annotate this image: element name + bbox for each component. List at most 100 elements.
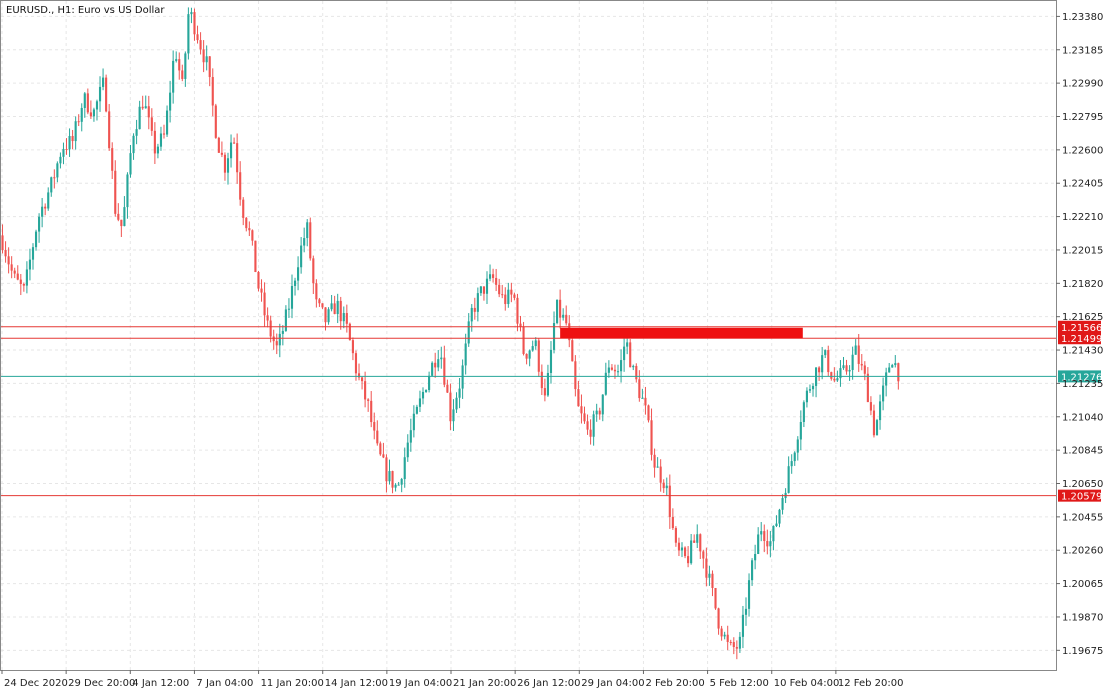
candle-body <box>897 363 900 382</box>
candle-body <box>114 170 117 214</box>
candle-body <box>601 394 604 415</box>
candle-body <box>488 274 492 279</box>
candle-body <box>440 357 443 360</box>
candle-body <box>38 216 41 232</box>
candle-body <box>406 442 409 458</box>
candle-body <box>705 558 708 578</box>
candle-body <box>248 228 251 231</box>
candle-body <box>729 641 732 643</box>
candle-body <box>129 153 132 175</box>
candle-body <box>793 452 796 462</box>
current-price-tag <box>1058 370 1101 383</box>
candle-body <box>150 117 153 131</box>
candle-body <box>857 345 860 364</box>
candle-body <box>245 217 248 229</box>
candle-body <box>126 174 129 208</box>
candle-body <box>769 541 772 547</box>
candle-body <box>321 303 324 308</box>
candle-body <box>351 340 354 354</box>
candle-body <box>336 300 339 315</box>
candle-body <box>403 457 406 480</box>
candle-body <box>117 213 120 220</box>
zone-rectangle[interactable] <box>560 327 803 339</box>
candle-body <box>385 457 388 482</box>
candle-body <box>556 299 559 324</box>
candle-body <box>437 359 440 368</box>
candle-body <box>498 284 501 295</box>
candle-body <box>732 642 735 648</box>
candle-body <box>187 14 190 54</box>
candle-layer <box>1 7 900 660</box>
candle-body <box>391 471 394 488</box>
x-tick-label: 12 Feb 20:00 <box>838 678 904 689</box>
candle-body <box>354 353 358 374</box>
candle-body <box>760 531 763 535</box>
candle-body <box>571 340 574 362</box>
level-price-tag <box>1058 320 1101 333</box>
x-tick-label: 24 Dec 2020 <box>4 678 68 689</box>
candle-body <box>891 365 894 368</box>
candle-body <box>342 313 345 322</box>
candle-body <box>147 106 150 118</box>
chart-title: EURUSD., H1: Euro vs US Dollar <box>6 5 165 16</box>
candle-body <box>324 307 327 323</box>
candle-body <box>22 283 25 286</box>
candle-body <box>638 379 641 399</box>
y-tick-label: 1.20260 <box>1062 546 1103 557</box>
candle-body <box>882 385 885 402</box>
candle-body <box>586 421 589 430</box>
y-tick-label: 1.22795 <box>1062 112 1103 123</box>
candle-body <box>345 313 348 324</box>
y-tick-label: 1.22600 <box>1062 145 1103 156</box>
candle-body <box>443 357 446 385</box>
candle-body <box>394 484 397 488</box>
candle-body <box>169 92 172 111</box>
candle-body <box>653 454 656 468</box>
candle-body <box>260 288 263 293</box>
candle-body <box>388 471 391 482</box>
candle-body <box>220 152 223 155</box>
candle-body <box>885 372 888 386</box>
y-tick-label: 1.22405 <box>1062 179 1103 190</box>
candle-body <box>379 443 382 455</box>
candle-body <box>562 314 565 318</box>
candle-body <box>479 286 482 294</box>
candle-body <box>720 628 723 637</box>
candle-body <box>208 56 211 78</box>
candle-body <box>495 277 498 285</box>
candle-body <box>510 289 513 295</box>
candle-body <box>894 363 897 366</box>
candle-body <box>239 172 242 200</box>
candle-body <box>184 53 187 79</box>
candle-body <box>50 177 53 193</box>
level-price-label: 1.21499 <box>1061 334 1102 345</box>
y-tick-label: 1.20650 <box>1062 479 1103 490</box>
candle-body <box>610 367 613 370</box>
x-tick-label: 4 Jan 12:00 <box>132 678 189 689</box>
candle-body <box>546 372 549 396</box>
candle-body <box>318 299 321 304</box>
candle-body <box>830 372 833 379</box>
candle-body <box>71 136 74 142</box>
candle-body <box>373 422 376 431</box>
y-tick-label: 1.21820 <box>1062 279 1103 290</box>
candle-body <box>41 206 44 217</box>
plot-area[interactable] <box>0 0 1057 671</box>
candle-body <box>854 345 857 355</box>
candle-body <box>754 553 757 561</box>
candle-body <box>424 390 428 392</box>
candle-body <box>778 509 781 524</box>
candle-body <box>59 156 62 164</box>
candle-body <box>641 397 644 399</box>
candle-body <box>845 365 848 372</box>
y-tick-label: 1.20845 <box>1062 446 1103 457</box>
candle-body <box>519 323 522 327</box>
candle-body <box>333 303 336 315</box>
candle-body <box>306 222 309 239</box>
candle-body <box>330 303 333 310</box>
candle-body <box>492 274 495 278</box>
candle-body <box>56 163 59 178</box>
